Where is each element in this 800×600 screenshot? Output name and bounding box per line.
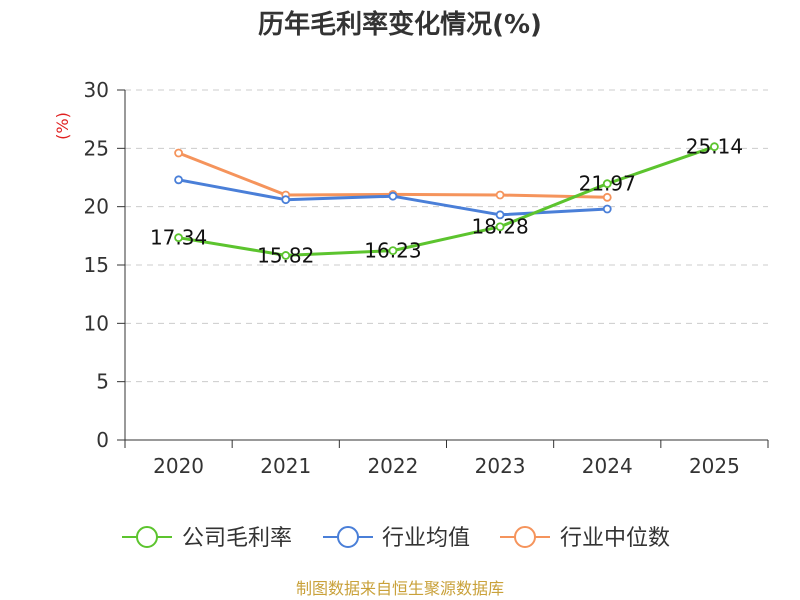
chart-title: 历年毛利率变化情况(%)	[258, 9, 542, 40]
y-tick-label: 30	[84, 78, 109, 102]
x-tick-label: 2020	[153, 454, 204, 478]
legend-item-2[interactable]: 行业中位数	[500, 526, 670, 551]
data-point[interactable]	[602, 204, 612, 214]
data-point[interactable]	[388, 191, 398, 201]
y-tick-label: 5	[96, 370, 109, 394]
y-tick-label: 0	[96, 428, 109, 452]
data-point[interactable]	[602, 192, 612, 202]
legend-label: 行业中位数	[560, 526, 670, 551]
data-point[interactable]	[495, 190, 505, 200]
legend-marker	[514, 526, 536, 548]
legend[interactable]: 公司毛利率 行业均值 行业中位数	[122, 526, 670, 551]
y-tick-label: 15	[84, 253, 109, 277]
data-label: 25.14	[686, 135, 743, 159]
data-point[interactable]	[281, 195, 291, 205]
data-point[interactable]	[602, 179, 612, 189]
data-label: 15.82	[257, 243, 314, 267]
series-layer	[174, 142, 719, 260]
x-tick-label: 2025	[689, 454, 740, 478]
legend-label: 公司毛利率	[182, 526, 292, 551]
series-line-0	[178, 145, 715, 257]
data-point[interactable]	[495, 210, 505, 220]
legend-marker	[337, 526, 359, 548]
data-point[interactable]	[174, 233, 183, 243]
x-tick-label: 2021	[260, 454, 311, 478]
y-tick-label: 25	[84, 136, 109, 160]
legend-marker	[136, 526, 158, 548]
data-point[interactable]	[710, 142, 719, 152]
x-tick-label: 2023	[475, 454, 526, 478]
grid-lines	[125, 89, 768, 383]
data-point[interactable]	[174, 175, 183, 185]
data-label: 16.23	[364, 239, 421, 263]
y-tick-label: 20	[84, 195, 109, 219]
y-axis-label: (%)	[53, 112, 72, 140]
legend-label: 行业均值	[382, 526, 470, 551]
legend-item-0[interactable]: 公司毛利率	[122, 526, 292, 551]
data-labels: 17.34 15.82 16.23 18.28 21.97 25.14	[150, 135, 743, 268]
x-tick-label: 2022	[367, 454, 418, 478]
data-point[interactable]	[495, 222, 505, 232]
footer-source: 制图数据来自恒生聚源数据库	[296, 579, 504, 598]
data-point[interactable]	[174, 148, 183, 158]
data-label: 18.28	[471, 215, 528, 239]
x-tick-label: 2024	[582, 454, 633, 478]
data-label: 17.34	[150, 226, 207, 250]
legend-item-1[interactable]: 行业均值	[323, 526, 470, 551]
data-label: 21.97	[579, 172, 636, 196]
data-point[interactable]	[388, 246, 398, 256]
y-tick-label: 10	[84, 311, 109, 335]
data-point[interactable]	[281, 251, 291, 260]
